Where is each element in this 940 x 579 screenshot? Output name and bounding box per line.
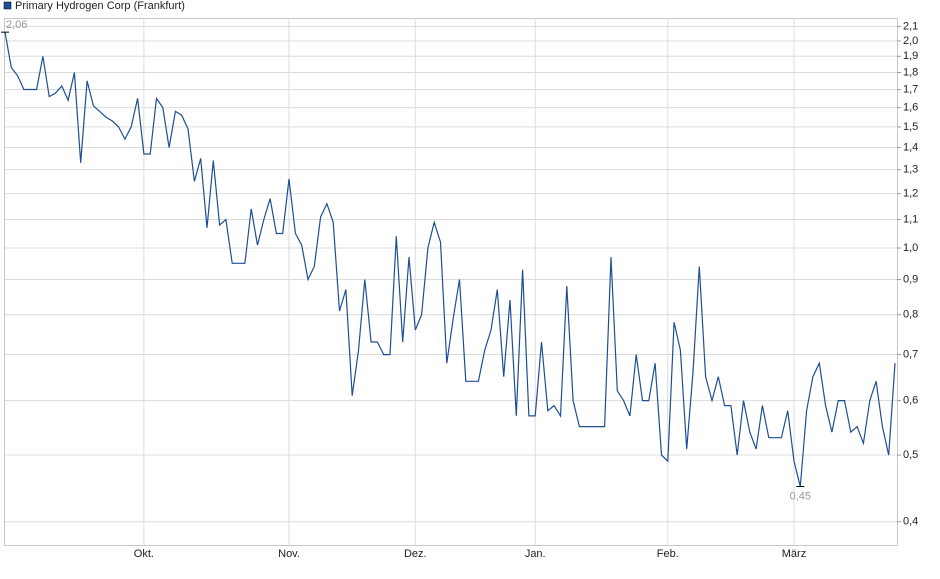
- x-tick-label: Jan.: [525, 548, 546, 560]
- value-label: 0,45: [790, 490, 811, 502]
- y-tick-label: 1,3: [903, 164, 918, 176]
- y-tick-label: 2,0: [903, 35, 918, 47]
- y-tick-label: 1,5: [903, 121, 918, 133]
- legend-swatch: [3, 1, 12, 10]
- y-tick-label: 0,7: [903, 348, 918, 360]
- x-tick-label: Feb.: [657, 548, 679, 560]
- y-tick-label: 1,9: [903, 50, 918, 62]
- y-tick-label: 1,7: [903, 83, 918, 95]
- y-tick-label: 1,1: [903, 213, 918, 225]
- y-tick-label: 1,8: [903, 66, 918, 78]
- y-tick-label: 0,6: [903, 395, 918, 407]
- x-tick-label: Nov.: [278, 548, 300, 560]
- legend-label: Primary Hydrogen Corp (Frankfurt): [15, 0, 185, 12]
- y-tick-label: 1,4: [903, 141, 918, 153]
- y-tick-label: 1,0: [903, 242, 918, 254]
- price-line: [4, 32, 896, 487]
- y-tick-label: 1,6: [903, 102, 918, 114]
- x-tick-label: Okt.: [134, 548, 154, 560]
- y-tick-label: 0,8: [903, 309, 918, 321]
- y-tick-label: 0,4: [903, 516, 918, 528]
- y-tick-label: 0,9: [903, 273, 918, 285]
- plot-frame: [4, 18, 898, 546]
- y-tick-label: 2,1: [903, 20, 918, 32]
- y-tick-label: 1,2: [903, 187, 918, 199]
- x-tick-label: März: [782, 548, 806, 560]
- x-tick-label: Dez.: [404, 548, 427, 560]
- value-label: 2,06: [6, 19, 27, 31]
- y-tick-label: 0,5: [903, 449, 918, 461]
